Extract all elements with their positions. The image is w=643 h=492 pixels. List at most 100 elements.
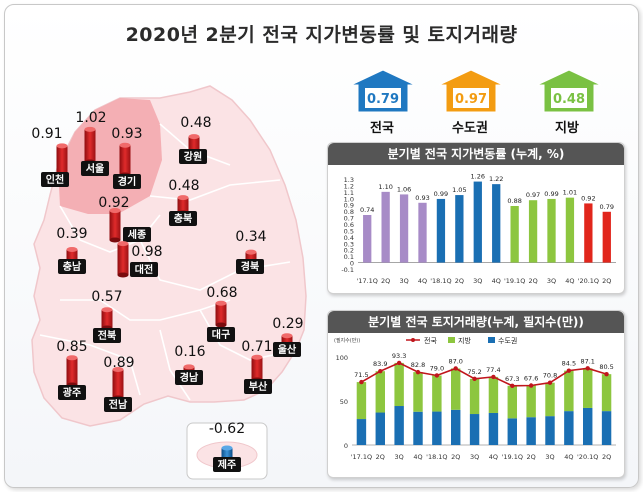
rate-ytick-7: 1.3 xyxy=(344,176,354,184)
region-bar xyxy=(281,335,293,345)
region-boundary-7 xyxy=(159,329,191,401)
region-bar-base xyxy=(109,237,121,243)
region-value: 1.02 xyxy=(75,110,106,126)
region-bar xyxy=(66,357,78,385)
rate-xtick-0: '17.1Q xyxy=(357,277,378,285)
region-value: 0.92 xyxy=(98,195,129,211)
volume-bar-local-6 xyxy=(469,378,480,415)
region-bar xyxy=(188,136,200,152)
region-label-bg xyxy=(58,259,86,274)
summary-label-capital: 수도권 xyxy=(452,121,488,136)
rate-xtick-13: 2Q xyxy=(602,277,611,285)
region-label-bg xyxy=(179,149,207,164)
rate-chart-title: 분기별 전국 지가변동률 (누계, %) xyxy=(328,143,624,165)
region-label-bg xyxy=(81,161,109,176)
rate-ytick-minor-0: 0 xyxy=(350,260,354,268)
region-12: 0.85 광주 xyxy=(56,339,88,400)
region-value: 0.68 xyxy=(206,285,237,301)
rate-xtick-7: 4Q xyxy=(492,277,501,285)
volume-ytick-0: 0 xyxy=(344,442,348,450)
region-name: 전북 xyxy=(98,329,116,342)
volume-bar-capital-5 xyxy=(451,409,461,445)
volume-total-point-0 xyxy=(359,379,364,385)
volume-xtick-4: '18.1Q xyxy=(426,453,447,461)
region-bar-top xyxy=(84,126,96,132)
volume-total-label-1: 83.9 xyxy=(373,360,387,368)
volume-legend-label-2: 수도권 xyxy=(498,337,517,345)
region-bar xyxy=(84,129,96,162)
region-label-bg xyxy=(130,262,158,277)
region-boundary-4 xyxy=(60,299,231,321)
region-value: 0.89 xyxy=(103,355,134,371)
region-value: 0.71 xyxy=(241,339,272,355)
region-bar xyxy=(112,369,124,398)
volume-bar-local-10 xyxy=(545,382,555,417)
region-16: -0.62 제주 xyxy=(209,421,245,472)
volume-total-label-3: 82.8 xyxy=(411,361,425,369)
summary-label-local: 지방 xyxy=(555,121,579,136)
volume-xtick-5: 2Q xyxy=(451,453,460,461)
region-bar xyxy=(245,252,257,263)
region-name: 부산 xyxy=(249,380,268,393)
volume-xtick-9: 2Q xyxy=(527,453,536,461)
volume-bar-capital-7 xyxy=(488,412,499,445)
region-8: 0.34 경북 xyxy=(235,229,267,274)
volume-ytick-2: 100 xyxy=(336,354,348,362)
summary-arrow-1: 0.97 xyxy=(438,69,504,113)
rate-bar-8 xyxy=(510,206,519,263)
rate-xtick-2: 3Q xyxy=(399,277,408,285)
summary-label-national: 전국 xyxy=(370,121,394,136)
volume-bar-local-3 xyxy=(413,372,423,412)
volume-total-point-11 xyxy=(566,368,572,373)
rate-bar-label-6: 1.26 xyxy=(471,173,485,181)
region-value: 0.39 xyxy=(56,226,87,242)
region-name: 충남 xyxy=(63,260,82,273)
rate-bar-label-11: 1.01 xyxy=(563,189,577,197)
region-value: 0.48 xyxy=(180,115,211,131)
rate-bar-13 xyxy=(602,211,611,263)
region-bar-top xyxy=(251,354,263,360)
region-bar xyxy=(66,249,78,262)
volume-bar-capital-2 xyxy=(394,406,404,445)
region-3: 0.48 강원 xyxy=(179,115,212,164)
region-bar-top xyxy=(66,355,78,361)
region-name: 세종 xyxy=(128,228,146,241)
rate-bar-1 xyxy=(381,191,390,263)
volume-xtick-11: 4Q xyxy=(564,453,573,461)
rate-xtick-9: 2Q xyxy=(528,277,537,285)
region-bar xyxy=(119,145,131,175)
volume-bar-local-7 xyxy=(488,376,499,413)
volume-chart-panel: 분기별 전국 토지거래량(누계, 필지수(만)) (필지수(만)) 전국 지방 수도권… xyxy=(327,310,625,478)
rate-chart-panel: 분기별 전국 지가변동률 (누계, %) -0.1 0.1 0.3 0.5 0.7 0.9… xyxy=(327,142,625,294)
region-bar-base xyxy=(117,272,129,278)
volume-bar-capital-3 xyxy=(413,411,423,445)
volume-total-point-12 xyxy=(585,366,590,371)
region-name: 대전 xyxy=(135,263,153,276)
volume-legend-label-0: 전국 xyxy=(424,336,437,345)
volume-xtick-2: 3Q xyxy=(395,453,404,461)
region-boundary-5 xyxy=(39,334,141,396)
region-label-bg xyxy=(175,370,203,385)
region-name: 충북 xyxy=(174,212,192,225)
rate-bar-9 xyxy=(528,200,538,263)
region-name: 강원 xyxy=(184,150,202,163)
volume-total-point-5 xyxy=(453,366,458,371)
rate-xtick-11: 4Q xyxy=(565,277,574,285)
region-label-bg xyxy=(93,328,121,343)
region-bar-top xyxy=(245,249,257,255)
rate-bar-label-2: 1.06 xyxy=(397,185,411,193)
volume-bar-local-1 xyxy=(375,371,385,413)
region-name: 서울 xyxy=(86,162,104,175)
region-bar xyxy=(109,210,121,240)
region-name: 경기 xyxy=(118,175,136,188)
summary-value-box xyxy=(453,88,489,108)
region-bar-top xyxy=(119,142,131,148)
region-bar-top xyxy=(281,333,293,339)
region-11: 0.29 울산 xyxy=(272,316,304,357)
rate-ytick-5: 0.9 xyxy=(344,202,354,210)
volume-bar-local-11 xyxy=(564,370,574,412)
volume-bar-capital-0 xyxy=(356,419,367,445)
rate-bar-label-13: 0.79 xyxy=(600,203,614,211)
region-4: 0.48 충북 xyxy=(168,178,200,226)
